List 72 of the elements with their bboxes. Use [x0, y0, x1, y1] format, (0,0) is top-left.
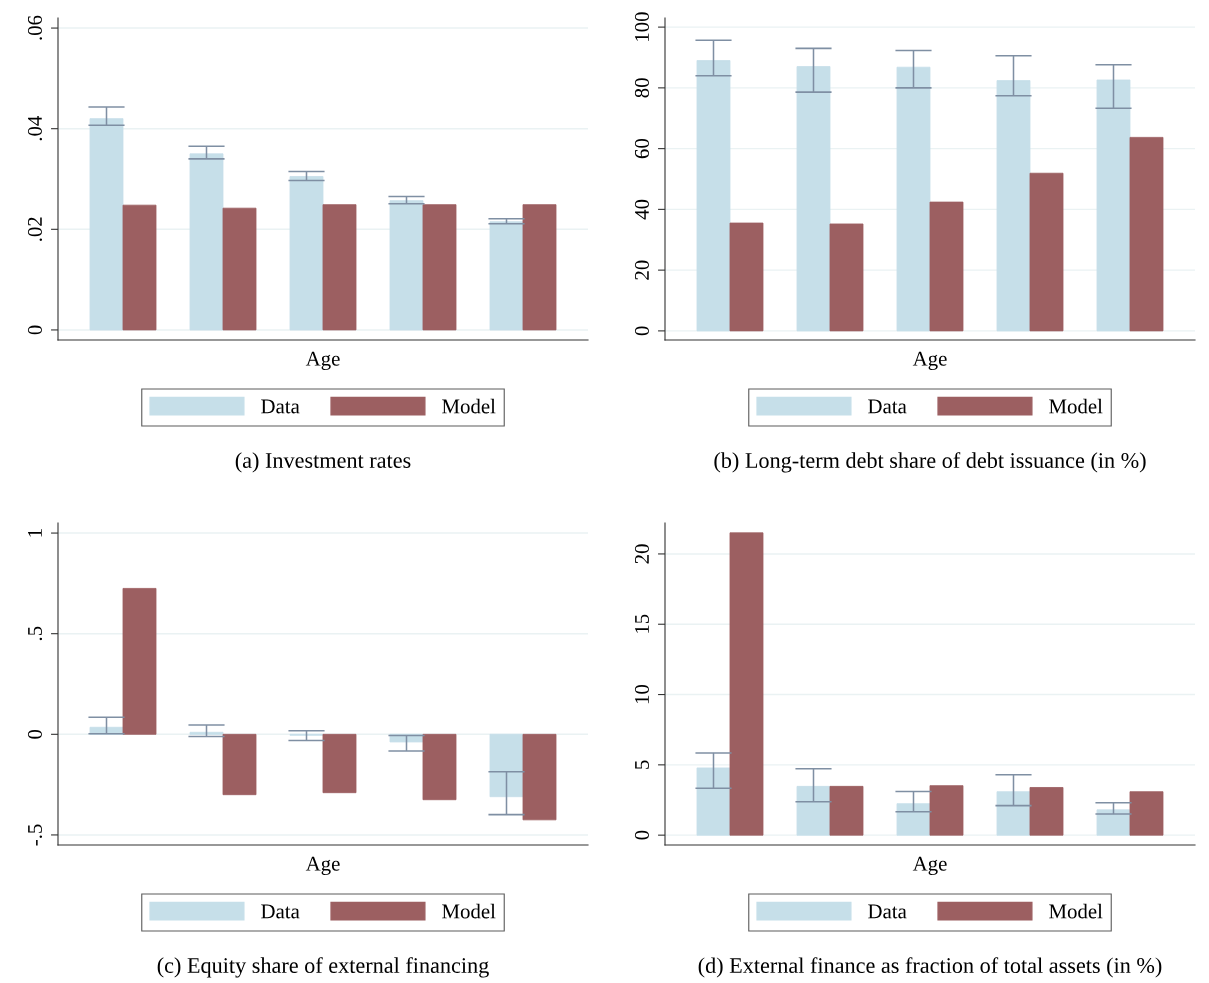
- bar: [322, 733, 357, 794]
- text: (c) Equity share of external financing: [157, 957, 489, 978]
- bar: [1096, 79, 1131, 332]
- bar: [289, 176, 324, 331]
- bar: [89, 118, 124, 331]
- bar: [996, 80, 1031, 332]
- y-tick-label: .06: [27, 15, 43, 40]
- bar: [1029, 172, 1064, 332]
- bar: [189, 153, 224, 331]
- x-axis-title: Age: [305, 856, 340, 875]
- bar: [422, 733, 457, 801]
- legend-label: Data: [868, 399, 907, 414]
- legend-label: Model: [442, 903, 496, 919]
- legend-label: Model: [1049, 398, 1103, 414]
- text: (b) Long-term debt share of debt issuance (in %): [714, 452, 1146, 473]
- y-tick-label: .04: [27, 115, 43, 141]
- y-tick-label: 0: [634, 830, 649, 840]
- bar: [222, 733, 257, 796]
- y-tick-label: 0: [634, 326, 649, 336]
- y-tick-label: .02: [27, 217, 43, 241]
- y-tick-label: 40: [634, 199, 649, 220]
- bar: [996, 791, 1031, 836]
- y-tick-label: 0: [27, 325, 42, 335]
- y-tick-label: 80: [634, 78, 649, 98]
- y-tick-label: 1: [28, 529, 42, 537]
- bar: [522, 204, 557, 331]
- x-axis-title: Age: [912, 856, 947, 875]
- y-tick-label: 60: [634, 139, 649, 159]
- bar: [796, 785, 831, 836]
- bar: [696, 60, 731, 332]
- bar: [829, 785, 864, 836]
- bar: [489, 733, 524, 798]
- y-tick-label: .5: [28, 626, 43, 641]
- bar: [389, 200, 424, 331]
- legend-label: Data: [261, 399, 300, 414]
- bar: [522, 733, 557, 821]
- legend-label: Model: [442, 398, 496, 414]
- bar: [829, 223, 864, 332]
- bar: [896, 66, 931, 332]
- y-tick-label: 100: [634, 12, 649, 41]
- y-tick-label: 20: [634, 544, 649, 564]
- bar: [1129, 791, 1164, 836]
- bar: [222, 207, 257, 331]
- bar: [322, 204, 357, 331]
- legend-label: Data: [868, 904, 907, 919]
- bar: [929, 785, 964, 836]
- y-tick-label: 10: [634, 684, 649, 704]
- bar: [729, 532, 764, 836]
- bar: [422, 204, 457, 331]
- bar: [189, 731, 224, 735]
- legend-label: Model: [1049, 903, 1103, 919]
- bar: [489, 221, 524, 331]
- bar: [896, 803, 931, 836]
- bar: [696, 767, 731, 836]
- y-tick-label: -.5: [28, 824, 43, 846]
- bar: [122, 204, 157, 331]
- bar: [1129, 136, 1164, 332]
- y-tick-label: 20: [634, 260, 649, 280]
- bar: [122, 587, 157, 735]
- bar: [1096, 809, 1131, 836]
- bar: [729, 222, 764, 332]
- y-tick-label: 15: [635, 614, 649, 633]
- bar: [1029, 787, 1064, 836]
- y-tick-label: 5: [635, 760, 649, 769]
- y-tick-label: 0: [27, 729, 42, 739]
- text: (a) Investment rates: [235, 452, 411, 473]
- x-axis-title: Age: [305, 351, 340, 370]
- text: (d) External finance as fraction of total assets (in %): [698, 957, 1162, 978]
- x-axis-title: Age: [912, 351, 947, 370]
- legend-label: Data: [261, 904, 300, 919]
- bar: [796, 66, 831, 332]
- bar: [929, 201, 964, 332]
